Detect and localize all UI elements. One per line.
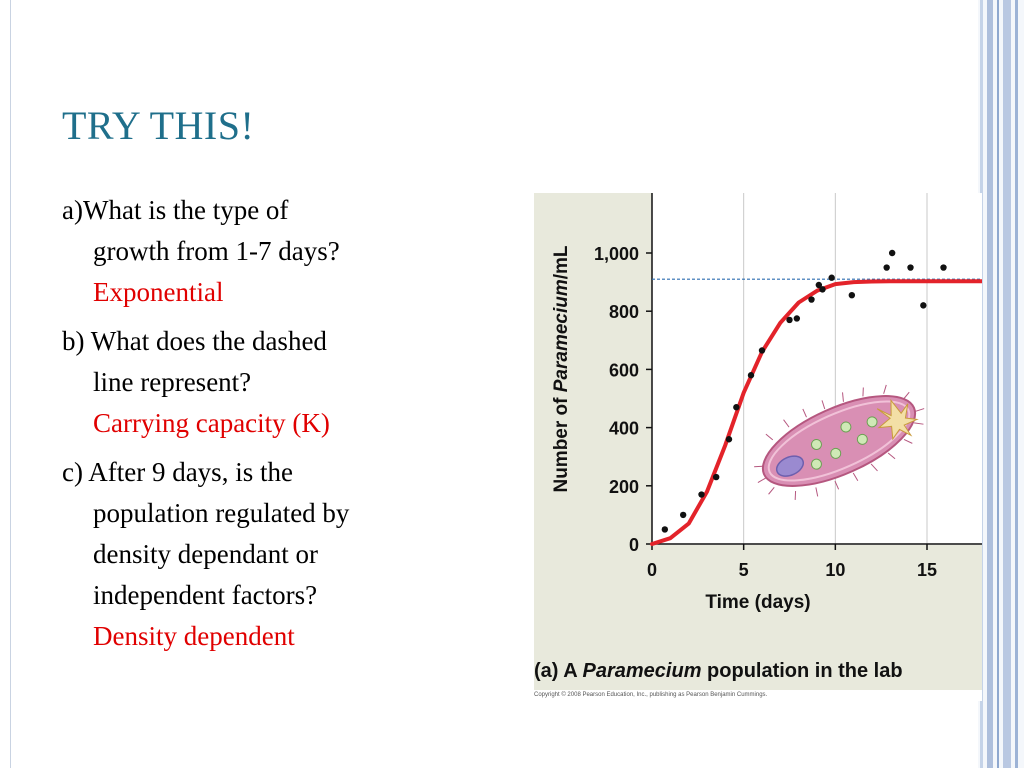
answer-b: Carrying capacity (K) <box>93 408 330 438</box>
y-axis-title-prefix: Number of <box>551 392 572 492</box>
question-list: a)What is the type of growth from 1-7 da… <box>62 190 512 665</box>
data-point <box>679 511 687 519</box>
axes: 0 5 10 15 0 200 400 600 800 1,000 <box>594 193 982 580</box>
question-b-continuation: line represent? <box>93 367 252 397</box>
data-point <box>793 315 801 322</box>
caption-suffix: population in the lab <box>701 660 902 682</box>
data-point <box>888 249 896 257</box>
data-point <box>815 281 823 289</box>
y-tick-label: 800 <box>609 302 639 322</box>
figure-panel: 0 5 10 15 0 200 400 600 800 1,000 <box>534 193 982 701</box>
slide-edge-decoration <box>978 0 1024 768</box>
copyright-note: Copyright © 2008 Pearson Education, Inc.… <box>534 690 982 701</box>
slide-title: TRY THIS! <box>62 103 255 148</box>
question-a-line: a)What is the type of <box>62 195 289 225</box>
data-point <box>725 436 733 443</box>
question-a: a)What is the type of growth from 1-7 da… <box>62 190 512 313</box>
y-axis-title-italic: Paramecium <box>551 279 572 392</box>
logistic-curve <box>650 279 982 546</box>
data-point <box>920 302 927 309</box>
answer-a: Exponential <box>93 277 224 307</box>
paramecium-illustration <box>754 384 925 500</box>
question-c-continuation-1: population regulated by <box>93 498 350 528</box>
y-tick-label: 400 <box>609 419 639 439</box>
x-tick-label: 15 <box>917 560 937 580</box>
grid <box>743 193 928 544</box>
y-tick-label: 200 <box>609 477 639 497</box>
question-b-line: b) What does the dashed <box>62 326 327 356</box>
question-a-continuation: growth from 1-7 days? <box>93 236 340 266</box>
x-tick-label: 5 <box>739 560 749 580</box>
y-tick-label: 600 <box>609 360 639 380</box>
question-c-continuation-2: density dependant or <box>93 539 318 569</box>
question-c-line: c) After 9 days, is the <box>62 457 293 487</box>
data-point <box>712 473 720 481</box>
question-c-continuation-3: independent factors? <box>93 580 318 610</box>
figure-caption: (a) A Paramecium population in the lab <box>534 660 903 682</box>
data-point <box>907 264 914 271</box>
population-chart: 0 5 10 15 0 200 400 600 800 1,000 <box>534 193 982 682</box>
y-axis-title-suffix: /mL <box>551 245 572 279</box>
data-point <box>661 526 669 533</box>
x-tick-label: 10 <box>825 560 845 580</box>
data-point <box>808 296 815 303</box>
data-point <box>828 274 835 281</box>
data-point <box>848 291 856 299</box>
data-point <box>758 347 766 354</box>
data-point <box>698 491 705 498</box>
data-point <box>883 264 890 271</box>
answer-c: Density dependent <box>93 621 295 651</box>
data-layer <box>650 249 982 546</box>
question-b: b) What does the dashed line represent? … <box>62 321 512 444</box>
question-c: c) After 9 days, is the population regul… <box>62 452 512 657</box>
y-tick-label: 0 <box>629 535 639 555</box>
data-point <box>819 286 826 293</box>
caption-italic: Paramecium <box>583 660 702 682</box>
data-point <box>747 372 755 379</box>
x-axis-title: Time (days) <box>705 592 810 613</box>
caption-prefix: (a) A <box>534 660 583 682</box>
y-tick-label: 1,000 <box>594 244 639 264</box>
data-point <box>733 404 740 411</box>
data-point <box>940 264 947 271</box>
x-tick-label: 0 <box>647 560 657 580</box>
data-point <box>786 316 793 324</box>
y-axis-title: Number of Paramecium/mL <box>551 245 572 492</box>
